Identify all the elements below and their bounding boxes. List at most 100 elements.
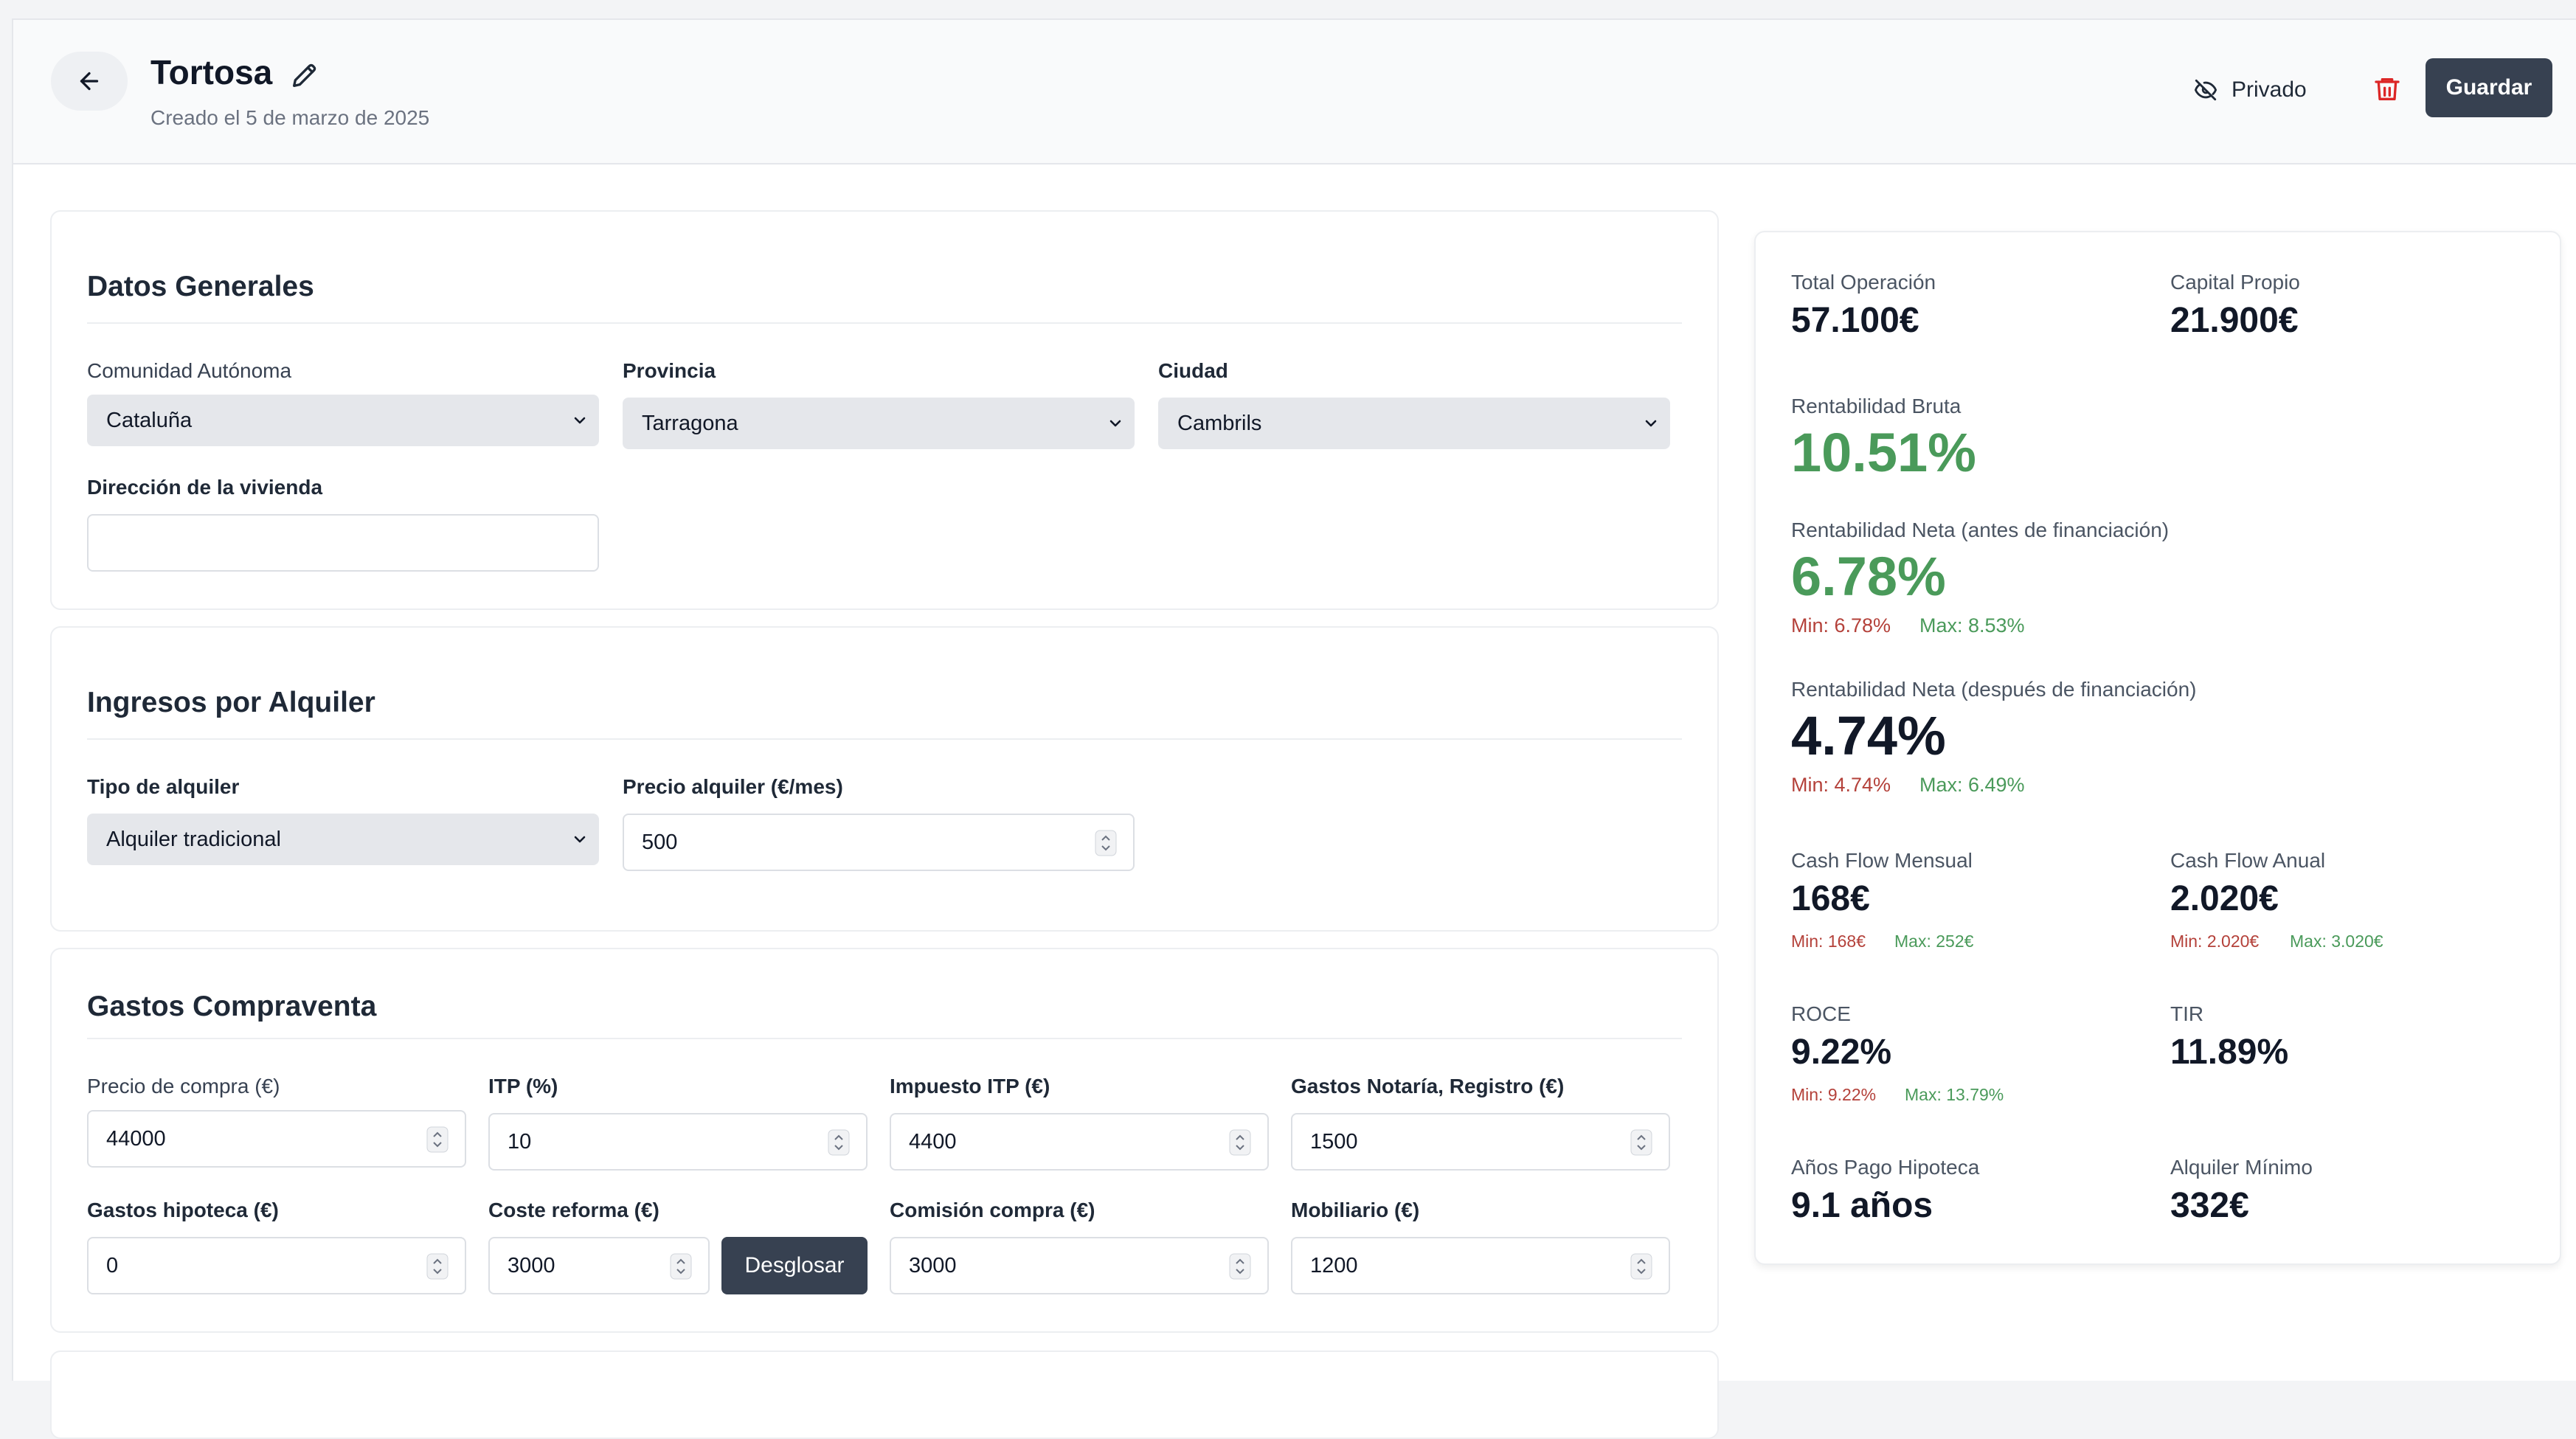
section-title: Datos Generales — [87, 271, 314, 302]
coste-reforma-input[interactable]: 3000 — [488, 1237, 710, 1294]
created-date: Creado el 5 de marzo de 2025 — [150, 106, 430, 129]
provincia-select[interactable]: Tarragona — [623, 398, 1135, 449]
precio-compra-label: Precio de compra (€) — [87, 1075, 280, 1098]
total-operacion-label: Total Operación — [1791, 271, 1936, 294]
section-title: Gastos Compraventa — [87, 991, 377, 1022]
tipo-alquiler-value: Alquiler tradicional — [106, 827, 281, 851]
tipo-alquiler-select[interactable]: Alquiler tradicional — [87, 814, 599, 865]
stepper-icon[interactable] — [670, 1253, 692, 1280]
cash-flow-anual-value: 2.020€ — [2170, 879, 2279, 918]
gastos-hipoteca-label: Gastos hipoteca (€) — [87, 1199, 279, 1221]
tipo-alquiler-label: Tipo de alquiler — [87, 775, 240, 798]
anos-pago-hipoteca-label: Años Pago Hipoteca — [1791, 1156, 1980, 1179]
privacy-toggle[interactable]: Privado — [2193, 72, 2307, 108]
stepper-icon[interactable] — [828, 1129, 850, 1156]
direccion-input[interactable] — [87, 514, 599, 572]
comision-compra-input[interactable]: 3000 — [890, 1237, 1269, 1294]
gastos-hipoteca-input[interactable]: 0 — [87, 1237, 466, 1294]
top-bar: Tortosa Creado el 5 de marzo de 2025 Pri… — [13, 20, 2576, 164]
cash-flow-mensual-label: Cash Flow Mensual — [1791, 849, 1973, 872]
stepper-icon[interactable] — [1229, 1253, 1251, 1280]
trash-icon[interactable] — [2372, 73, 2402, 105]
section-title: Ingresos por Alquiler — [87, 687, 375, 718]
provincia-label: Provincia — [623, 359, 716, 382]
notaria-value: 1500 — [1310, 1129, 1358, 1154]
roce-label: ROCE — [1791, 1002, 1851, 1025]
alquiler-minimo-label: Alquiler Mínimo — [2170, 1156, 2313, 1179]
back-button[interactable] — [51, 52, 128, 111]
mobiliario-input[interactable]: 1200 — [1291, 1237, 1670, 1294]
roce-value: 9.22% — [1791, 1033, 1892, 1072]
provincia-value: Tarragona — [642, 411, 738, 435]
chevron-down-icon — [574, 417, 586, 424]
direccion-label: Dirección de la vivienda — [87, 476, 323, 499]
section-divider — [87, 1038, 1682, 1039]
stepper-icon[interactable] — [1229, 1129, 1251, 1156]
precio-alquiler-value: 500 — [642, 830, 678, 854]
ciudad-select[interactable]: Cambrils — [1158, 398, 1670, 449]
cash-flow-anual-min: Min: 2.020€ — [2170, 932, 2260, 951]
comunidad-label: Comunidad Autónoma — [87, 359, 292, 382]
pencil-icon[interactable] — [289, 61, 319, 91]
itp-input[interactable]: 10 — [488, 1113, 868, 1171]
tir-label: TIR — [2170, 1002, 2204, 1025]
rent-neta-despues-value: 4.74% — [1791, 705, 1946, 766]
stepper-icon[interactable] — [426, 1253, 449, 1280]
rentabilidad-bruta-value: 10.51% — [1791, 422, 1976, 483]
ciudad-label: Ciudad — [1158, 359, 1228, 382]
notaria-input[interactable]: 1500 — [1291, 1113, 1670, 1171]
coste-reforma-label: Coste reforma (€) — [488, 1199, 659, 1221]
precio-alquiler-label: Precio alquiler (€/mes) — [623, 775, 843, 798]
alquiler-minimo-value: 332€ — [2170, 1186, 2249, 1225]
desglosar-button[interactable]: Desglosar — [721, 1237, 868, 1294]
total-operacion-value: 57.100€ — [1791, 301, 1919, 340]
ciudad-value: Cambrils — [1177, 411, 1262, 435]
rent-neta-antes-value: 6.78% — [1791, 546, 1946, 607]
rent-neta-antes-max: Max: 8.53% — [1919, 614, 2025, 637]
roce-min: Min: 9.22% — [1791, 1085, 1877, 1104]
section-divider — [87, 322, 1682, 324]
roce-max: Max: 13.79% — [1905, 1085, 2004, 1104]
comunidad-select[interactable]: Cataluña — [87, 395, 599, 446]
capital-propio-value: 21.900€ — [2170, 301, 2299, 340]
impuesto-itp-value: 4400 — [909, 1129, 957, 1154]
stepper-icon[interactable] — [1630, 1253, 1652, 1280]
itp-label: ITP (%) — [488, 1075, 558, 1098]
mobiliario-value: 1200 — [1310, 1253, 1358, 1277]
cash-flow-mensual-value: 168€ — [1791, 879, 1870, 918]
cash-flow-anual-label: Cash Flow Anual — [2170, 849, 2326, 872]
page-title: Tortosa — [150, 53, 273, 91]
rent-neta-antes-min: Min: 6.78% — [1791, 614, 1891, 637]
cash-flow-mensual-max: Max: 252€ — [1894, 932, 1974, 951]
gastos-card: Gastos Compraventa Precio de compra (€) … — [50, 948, 1719, 1333]
rent-neta-antes-label: Rentabilidad Neta (antes de financiación… — [1791, 519, 2170, 541]
comunidad-value: Cataluña — [106, 408, 193, 432]
precio-compra-input[interactable]: 44000 — [87, 1110, 466, 1168]
anos-pago-hipoteca-value: 9.1 años — [1791, 1186, 1933, 1225]
mobiliario-label: Mobiliario (€) — [1291, 1199, 1420, 1221]
ingresos-card: Ingresos por Alquiler Tipo de alquiler A… — [50, 626, 1719, 932]
rentabilidad-bruta-label: Rentabilidad Bruta — [1791, 395, 1962, 417]
notaria-label: Gastos Notaría, Registro (€) — [1291, 1075, 1565, 1098]
app-page: Tortosa Creado el 5 de marzo de 2025 Pri… — [12, 18, 2576, 1439]
stepper-icon[interactable] — [1630, 1129, 1652, 1156]
tir-value: 11.89% — [2170, 1033, 2289, 1072]
next-section-card — [50, 1350, 1719, 1439]
precio-compra-value: 44000 — [106, 1126, 166, 1151]
impuesto-itp-label: Impuesto ITP (€) — [890, 1075, 1050, 1098]
precio-alquiler-input[interactable]: 500 — [623, 814, 1135, 871]
save-button[interactable]: Guardar — [2426, 58, 2552, 117]
stepper-icon[interactable] — [1095, 830, 1117, 856]
comision-compra-label: Comisión compra (€) — [890, 1199, 1095, 1221]
privacy-label: Privado — [2232, 77, 2307, 102]
impuesto-itp-input[interactable]: 4400 — [890, 1113, 1269, 1171]
datos-generales-card: Datos Generales Comunidad Autónoma Catal… — [50, 210, 1719, 610]
rent-neta-despues-max: Max: 6.49% — [1919, 774, 2025, 796]
chevron-down-icon — [1109, 420, 1121, 427]
cash-flow-anual-max: Max: 3.020€ — [2290, 932, 2383, 951]
itp-value: 10 — [508, 1129, 532, 1154]
gastos-hipoteca-value: 0 — [106, 1253, 119, 1277]
stepper-icon[interactable] — [426, 1126, 449, 1153]
eye-off-icon — [2194, 79, 2217, 101]
chevron-down-icon — [1645, 420, 1657, 427]
